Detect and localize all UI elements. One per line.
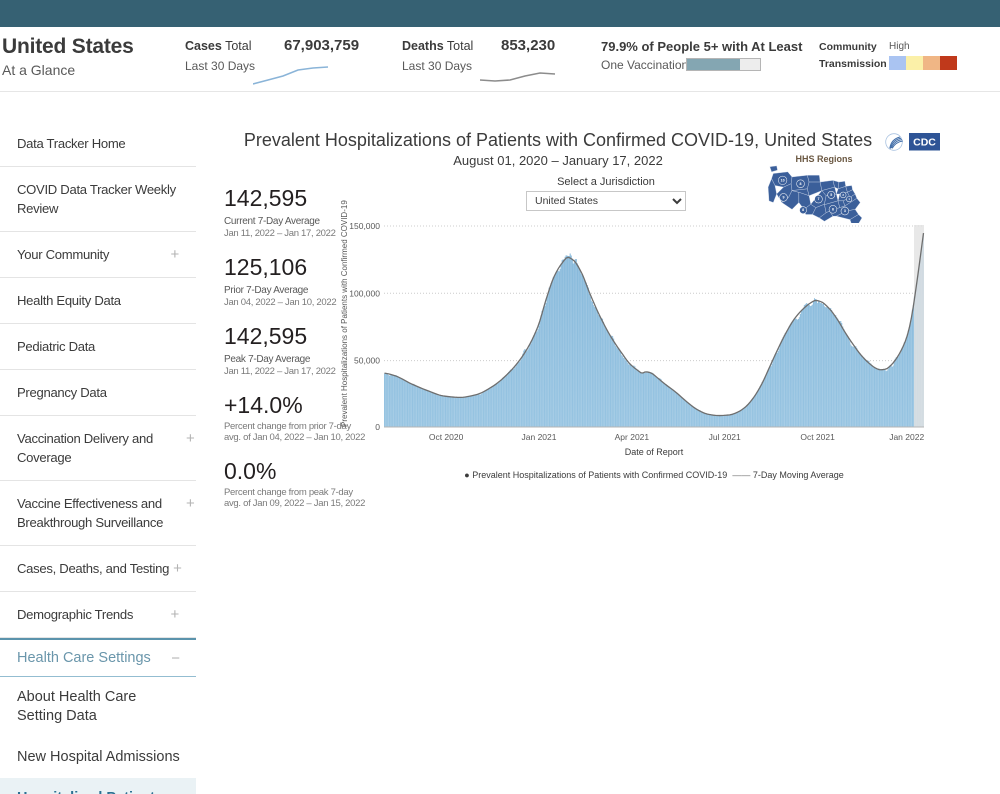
svg-text:5: 5 (830, 193, 832, 197)
svg-text:0: 0 (375, 422, 380, 432)
svg-text:Jan 2022: Jan 2022 (889, 432, 924, 442)
svg-text:Jan 2021: Jan 2021 (522, 432, 557, 442)
svg-text:9: 9 (782, 196, 784, 200)
svg-text:50,000: 50,000 (354, 356, 380, 366)
svg-text:3: 3 (844, 209, 846, 213)
svg-text:10: 10 (781, 179, 785, 183)
svg-text:Jul 2021: Jul 2021 (709, 432, 741, 442)
svg-text:7: 7 (817, 197, 819, 201)
svg-text:Oct 2020: Oct 2020 (429, 432, 464, 442)
svg-text:6: 6 (832, 207, 834, 211)
svg-text:Oct 2021: Oct 2021 (800, 432, 835, 442)
svg-text:8: 8 (802, 208, 804, 212)
svg-text:8: 8 (800, 182, 802, 186)
svg-text:Apr 2021: Apr 2021 (615, 432, 650, 442)
svg-text:CDC: CDC (913, 137, 936, 149)
